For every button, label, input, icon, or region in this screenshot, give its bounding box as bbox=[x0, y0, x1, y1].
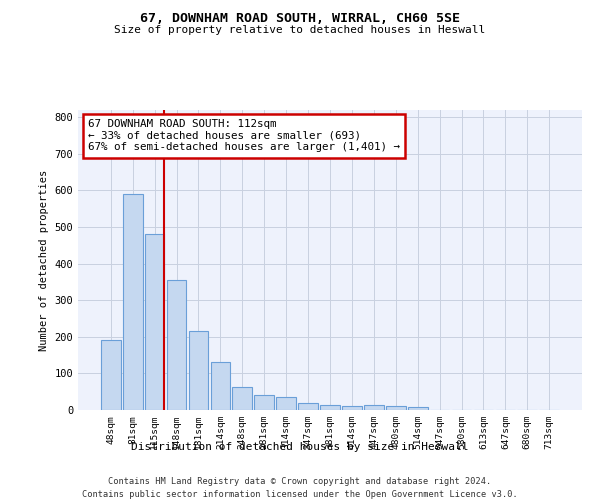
Bar bbox=[145, 234, 164, 410]
Text: Distribution of detached houses by size in Heswall: Distribution of detached houses by size … bbox=[131, 442, 469, 452]
Text: 67 DOWNHAM ROAD SOUTH: 112sqm
← 33% of detached houses are smaller (693)
67% of : 67 DOWNHAM ROAD SOUTH: 112sqm ← 33% of d… bbox=[88, 119, 400, 152]
Bar bbox=[188, 332, 208, 410]
Bar bbox=[320, 404, 340, 410]
Bar bbox=[101, 340, 121, 410]
Bar bbox=[123, 194, 143, 410]
Y-axis label: Number of detached properties: Number of detached properties bbox=[39, 170, 49, 350]
Bar bbox=[298, 402, 318, 410]
Bar bbox=[254, 396, 274, 410]
Bar bbox=[386, 406, 406, 410]
Bar bbox=[232, 388, 252, 410]
Bar bbox=[167, 280, 187, 410]
Bar bbox=[342, 406, 362, 410]
Bar bbox=[211, 362, 230, 410]
Bar bbox=[408, 408, 428, 410]
Text: 67, DOWNHAM ROAD SOUTH, WIRRAL, CH60 5SE: 67, DOWNHAM ROAD SOUTH, WIRRAL, CH60 5SE bbox=[140, 12, 460, 26]
Bar bbox=[276, 397, 296, 410]
Text: Size of property relative to detached houses in Heswall: Size of property relative to detached ho… bbox=[115, 25, 485, 35]
Text: Contains HM Land Registry data © Crown copyright and database right 2024.: Contains HM Land Registry data © Crown c… bbox=[109, 478, 491, 486]
Bar bbox=[364, 405, 384, 410]
Text: Contains public sector information licensed under the Open Government Licence v3: Contains public sector information licen… bbox=[82, 490, 518, 499]
